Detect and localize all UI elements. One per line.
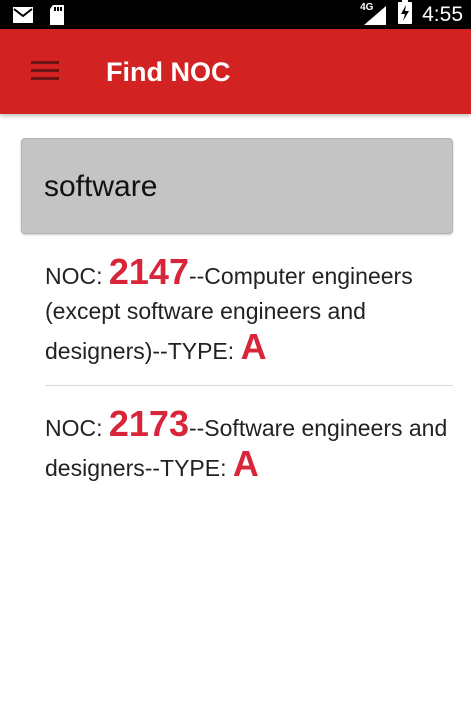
mail-icon bbox=[12, 6, 34, 29]
menu-button[interactable] bbox=[24, 53, 66, 91]
result-list: NOC: 2147--Computer engineers (except so… bbox=[45, 254, 453, 486]
noc-description: --Software engineers and designers--TYPE… bbox=[45, 415, 448, 481]
noc-prefix: NOC: bbox=[45, 263, 109, 289]
list-item[interactable]: NOC: 2173--Software engineers and design… bbox=[45, 386, 453, 486]
sd-card-icon bbox=[48, 4, 66, 31]
signal-icon: 4G bbox=[360, 1, 388, 26]
noc-type: A bbox=[240, 326, 267, 367]
noc-description: --Computer engineers (except software en… bbox=[45, 263, 413, 364]
page-title: Find NOC bbox=[106, 57, 231, 87]
network-type-label: 4G bbox=[360, 1, 374, 13]
search-box[interactable] bbox=[21, 138, 453, 235]
noc-code: 2173 bbox=[108, 403, 189, 444]
status-bar: 4G 4:55 bbox=[0, 0, 471, 29]
noc-type: A bbox=[232, 443, 259, 484]
clock: 4:55 bbox=[422, 2, 463, 26]
search-input[interactable] bbox=[44, 139, 434, 235]
app-bar: Find NOC bbox=[0, 29, 471, 114]
noc-code: 2147 bbox=[108, 251, 189, 292]
list-item[interactable]: NOC: 2147--Computer engineers (except so… bbox=[45, 254, 453, 386]
hamburger-menu-icon bbox=[31, 60, 59, 85]
noc-prefix: NOC: bbox=[45, 415, 109, 441]
battery-charging-icon bbox=[398, 0, 413, 29]
